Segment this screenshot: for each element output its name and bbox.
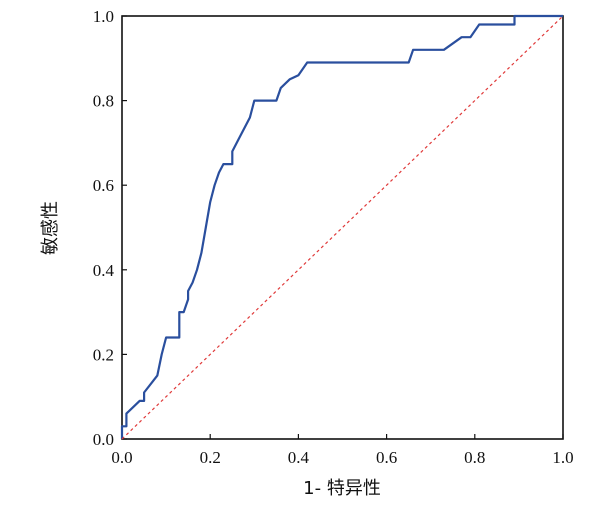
axis-ticks: 0.0 0.2 0.4 0.6 0.8 1.0 0.0 0.2 0.4 0.6 0.8 1.0 <box>93 7 574 467</box>
x-tick-label: 1.0 <box>552 448 573 467</box>
y-axis-label: 敏感性 <box>40 201 61 255</box>
y-tick-label: 0.0 <box>93 430 114 449</box>
x-axis-label: 1- 特异性 <box>303 478 381 499</box>
y-tick-label: 0.2 <box>93 345 114 364</box>
x-tick-label: 0.8 <box>464 448 485 467</box>
x-tick-label: 0.6 <box>376 448 397 467</box>
y-tick-label: 0.8 <box>93 92 114 111</box>
series-layer <box>120 14 564 440</box>
y-tick-label: 0.4 <box>93 261 115 280</box>
plot-frame <box>121 15 564 440</box>
reference-diagonal-line <box>121 15 564 440</box>
x-tick-label: 0.4 <box>288 448 310 467</box>
y-tick-label: 1.0 <box>93 7 114 26</box>
roc-curve-line <box>120 14 563 439</box>
y-tick-label: 0.6 <box>93 176 114 195</box>
x-tick-label: 0.2 <box>200 448 221 467</box>
x-tick-label: 0.0 <box>111 448 132 467</box>
